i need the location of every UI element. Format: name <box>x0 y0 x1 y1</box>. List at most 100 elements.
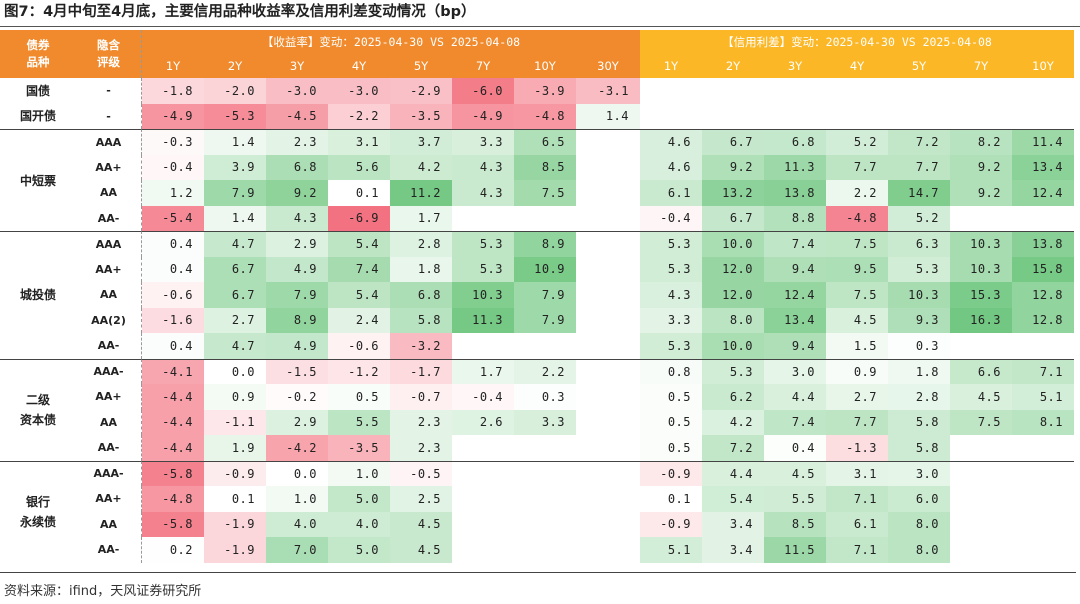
yield-value-cell: 5.3 <box>452 256 514 282</box>
yield-value-cell <box>514 460 576 486</box>
yield-value-cell <box>514 205 576 231</box>
spread-value-cell: 0.5 <box>640 435 702 461</box>
spread-value-cell: 12.8 <box>1012 307 1074 333</box>
spread-value-cell: 9.2 <box>702 154 764 180</box>
yield-value-cell: 4.9 <box>266 256 328 282</box>
yield-value-cell: -1.7 <box>390 358 452 384</box>
spread-value-cell: 0.3 <box>888 333 950 359</box>
yield-value-cell: 4.2 <box>390 154 452 180</box>
yield-value-cell: -3.0 <box>266 78 328 104</box>
rating-label: - <box>76 103 142 129</box>
spread-value-cell: 8.1 <box>1012 409 1074 435</box>
yield-value-cell: 1.2 <box>142 180 204 206</box>
yield-value-cell: -0.2 <box>266 384 328 410</box>
header-spread-period: 7Y <box>950 54 1012 78</box>
yield-value-cell <box>576 358 640 384</box>
spread-value-cell: 5.3 <box>640 333 702 359</box>
header-spread-period: 5Y <box>888 54 950 78</box>
yield-value-cell: 1.4 <box>576 103 640 129</box>
spread-value-cell: 3.1 <box>826 460 888 486</box>
spread-value-cell: 2.7 <box>826 384 888 410</box>
spread-value-cell: 1.8 <box>888 358 950 384</box>
spread-value-cell: -0.9 <box>640 460 702 486</box>
yield-value-cell: -1.9 <box>204 511 266 537</box>
spread-value-cell: 6.7 <box>702 129 764 155</box>
rating-label: AA <box>76 511 142 537</box>
yield-value-cell <box>576 511 640 537</box>
spread-value-cell <box>888 103 950 129</box>
yield-value-cell: -4.2 <box>266 435 328 461</box>
spread-value-cell: 13.2 <box>702 180 764 206</box>
yield-value-cell: -0.6 <box>328 333 390 359</box>
spread-value-cell <box>1012 333 1074 359</box>
yield-value-cell: 5.3 <box>452 231 514 257</box>
spread-value-cell: 6.2 <box>702 384 764 410</box>
rating-label: AA(2) <box>76 307 142 333</box>
yield-value-cell: -2.2 <box>328 103 390 129</box>
spread-value-cell: 5.2 <box>888 205 950 231</box>
header-spread-group: 【信用利差】变动：2025-04-30 VS 2025-04-08 <box>640 30 1074 54</box>
spread-value-cell <box>1012 537 1074 563</box>
yield-value-cell: -0.4 <box>452 384 514 410</box>
yield-value-cell: 8.5 <box>514 154 576 180</box>
spread-value-cell: 0.5 <box>640 409 702 435</box>
category-label: 银行 永续债 <box>0 460 76 563</box>
spread-value-cell <box>950 78 1012 104</box>
spread-value-cell: 4.6 <box>640 129 702 155</box>
yield-value-cell <box>576 409 640 435</box>
yield-value-cell: 2.3 <box>266 129 328 155</box>
spread-value-cell <box>1012 435 1074 461</box>
spread-value-cell <box>950 460 1012 486</box>
header-spread-period: 4Y <box>826 54 888 78</box>
yield-value-cell: 11.2 <box>390 180 452 206</box>
spread-value-cell: 6.8 <box>764 129 826 155</box>
spread-value-cell: 0.9 <box>826 358 888 384</box>
spread-value-cell: 5.1 <box>1012 384 1074 410</box>
spread-value-cell: 12.0 <box>702 282 764 308</box>
yield-value-cell: 5.5 <box>328 409 390 435</box>
yield-value-cell: -0.3 <box>142 129 204 155</box>
spread-value-cell <box>950 103 1012 129</box>
yield-value-cell: 4.9 <box>266 333 328 359</box>
spread-value-cell: 9.2 <box>950 154 1012 180</box>
header-yield-period: 4Y <box>328 54 390 78</box>
yield-value-cell: 6.7 <box>204 282 266 308</box>
yield-value-cell: 4.3 <box>452 154 514 180</box>
yield-value-cell: 0.0 <box>266 460 328 486</box>
spread-value-cell: 6.1 <box>826 511 888 537</box>
spread-value-cell: 7.2 <box>888 129 950 155</box>
yield-value-cell <box>452 511 514 537</box>
yield-value-cell: 1.0 <box>328 460 390 486</box>
yield-value-cell: 2.7 <box>204 307 266 333</box>
yield-value-cell: 4.0 <box>328 511 390 537</box>
spread-value-cell: 7.1 <box>826 537 888 563</box>
yield-value-cell: 0.2 <box>142 537 204 563</box>
rating-label: AA- <box>76 435 142 461</box>
header-yield-period: 30Y <box>576 54 640 78</box>
yield-value-cell: 0.0 <box>204 358 266 384</box>
spread-value-cell: 7.4 <box>764 231 826 257</box>
yield-value-cell: -5.3 <box>204 103 266 129</box>
yield-value-cell: 7.9 <box>266 282 328 308</box>
yield-value-cell: 10.9 <box>514 256 576 282</box>
spread-value-cell: 10.3 <box>950 231 1012 257</box>
rating-label: AA+ <box>76 256 142 282</box>
yield-value-cell: 3.7 <box>390 129 452 155</box>
spread-value-cell: 9.2 <box>950 180 1012 206</box>
yield-value-cell: 2.3 <box>390 435 452 461</box>
yield-value-cell: 4.7 <box>204 333 266 359</box>
yield-value-cell: -3.9 <box>514 78 576 104</box>
yield-value-cell: 0.3 <box>514 384 576 410</box>
yield-value-cell: 2.5 <box>390 486 452 512</box>
yield-value-cell: 5.4 <box>328 282 390 308</box>
header-spread-period: 3Y <box>764 54 826 78</box>
yield-value-cell <box>514 486 576 512</box>
spread-value-cell: 8.0 <box>888 511 950 537</box>
yield-value-cell: 1.7 <box>390 205 452 231</box>
spread-value-cell: 3.0 <box>764 358 826 384</box>
spread-value-cell: 9.5 <box>826 256 888 282</box>
yield-value-cell <box>452 537 514 563</box>
yield-value-cell <box>452 486 514 512</box>
spread-value-cell: 3.4 <box>702 537 764 563</box>
category-label: 二级 资本债 <box>0 358 76 461</box>
